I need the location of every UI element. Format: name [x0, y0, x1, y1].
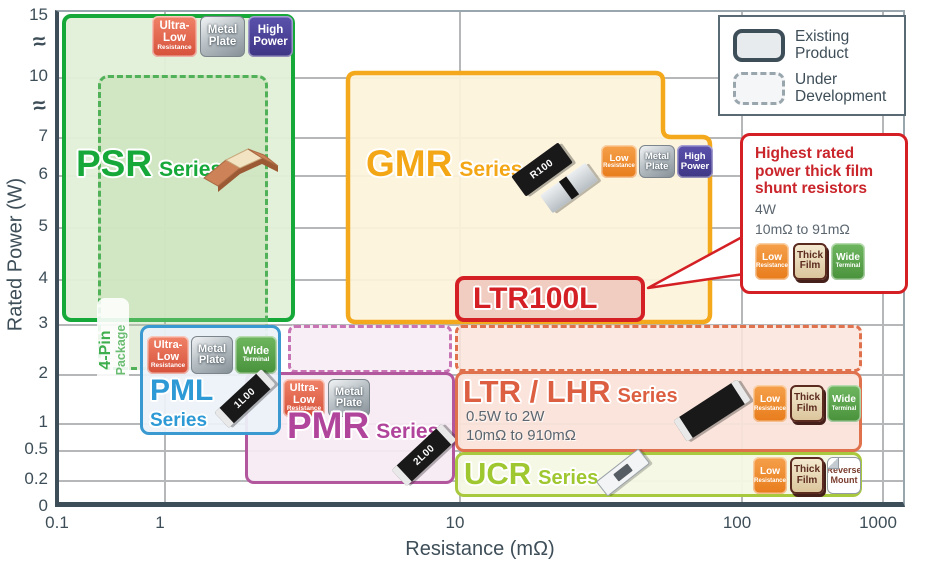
y-tick-6: 6 [38, 164, 48, 183]
psr-badge-row: Ultra- Low Resistance Metal Plate High P… [152, 16, 293, 57]
low-resistance-badge: Low Resistance [753, 385, 787, 422]
ucr-badge-row: Low Resistance Thick Film Reverse Mount [753, 457, 861, 494]
pml-name: PML [150, 374, 214, 407]
high-power-badge: High Power [677, 145, 713, 178]
ltr-lhr-suffix: Series [617, 385, 678, 407]
pmr-under-development-region [288, 325, 452, 373]
ltr-lhr-series-title: LTR / LHR Series [463, 374, 678, 410]
low-resistance-badge: Low Resistance [753, 457, 787, 494]
thick-film-badge: Thick Film [790, 457, 824, 494]
pml-suffix: Series [150, 409, 208, 431]
y-tick-0: 0 [38, 496, 48, 515]
wide-terminal-badge: Wide Terminal [831, 242, 865, 280]
metal-plate-badge: Metal Plate [328, 379, 370, 417]
callout-range: 10mΩ to 91mΩ [755, 220, 850, 237]
four-pin-package-label: 4-Pin Package [88, 298, 138, 402]
wide-terminal-badge: Wide Terminal [235, 336, 277, 374]
y-tick-0_2: 0.2 [24, 469, 48, 488]
x-tick-1000: 1000 [859, 513, 897, 532]
ucr-series-title: UCR Series [464, 456, 598, 492]
gmr-chip-label: R100 [528, 157, 556, 182]
y-tick-0_5: 0.5 [24, 439, 48, 458]
gmr-badge-row: Low Resistance Metal Plate High Power [601, 145, 713, 178]
y-axis-break-icon: ≈ [31, 91, 48, 119]
psr-name: PSR [76, 143, 153, 184]
pml-series-title: PML Series [150, 374, 214, 431]
metal-plate-badge: Metal Plate [191, 336, 233, 374]
x-tick-100: 100 [722, 513, 752, 532]
low-resistance-badge: Low Resistance [601, 145, 637, 178]
page-fold-icon [828, 458, 839, 469]
existing-product-swatch [733, 28, 785, 62]
ucr-suffix: Series [538, 467, 599, 489]
ucr-name: UCR [464, 456, 532, 491]
pmr-name: PMR [287, 405, 370, 446]
legend-item-existing: Existing Product [733, 28, 899, 63]
ltr-lhr-resistance-range: 10mΩ to 910mΩ [466, 427, 576, 444]
y-tick-4: 4 [38, 268, 48, 287]
reverse-mount-badge: Reverse Mount [827, 457, 861, 494]
x-axis-label: Resistance (mΩ) [405, 538, 555, 560]
gridline-h [59, 324, 903, 326]
callout-power: 4W [755, 200, 776, 217]
gmr-suffix: Series [459, 158, 523, 181]
metal-plate-badge: Metal Plate [639, 145, 675, 178]
low-resistance-badge: Low Resistance [755, 242, 789, 280]
ltr-lhr-power-range: 0.5W to 2W [466, 408, 545, 425]
psr-suffix: Series [159, 158, 223, 181]
ltr-lhr-name: LTR / LHR [463, 374, 611, 409]
gmr-name: GMR [366, 143, 453, 184]
x-tick-1: 1 [155, 513, 165, 532]
ltr100l-highlight: LTR100L [455, 276, 645, 322]
thick-film-badge: Thick Film [793, 242, 827, 280]
metal-plate-badge: Metal Plate [200, 16, 245, 57]
pmr-badge-row: Ultra- Low Resistance Metal Plate [283, 379, 370, 417]
pmr-suffix: Series [376, 420, 440, 443]
ultra-low-resistance-badge: Ultra- Low Resistance [147, 336, 189, 374]
legend: Existing Product Under Development [718, 15, 906, 116]
pml-badge-row: Ultra- Low Resistance Metal Plate Wide T… [147, 336, 277, 374]
y-axis-break-icon: ≈ [31, 27, 48, 55]
x-tick-10: 10 [445, 513, 465, 532]
psr-series-title: PSR Series [76, 143, 222, 185]
y-tick-3: 3 [38, 313, 48, 332]
y-axis-label: Rated Power (W) [4, 177, 27, 332]
ltr100l-label: LTR100L [473, 282, 598, 315]
y-tick-5: 5 [38, 216, 48, 235]
under-development-swatch [733, 71, 785, 105]
ultra-low-resistance-badge: Ultra- Low Resistance [283, 379, 325, 417]
ltr100l-callout: Highest rated power thick film shunt res… [740, 133, 908, 294]
pmr-series-title: PMR Series [287, 405, 439, 447]
thick-film-badge: Thick Film [790, 385, 824, 422]
ltr-lhr-badge-row: Low Resistance Thick Film Wide Terminal [753, 385, 861, 422]
under-development-label: Under Development [795, 71, 887, 106]
y-tick-2: 2 [38, 363, 48, 382]
existing-product-label: Existing Product [795, 28, 850, 63]
callout-badge-row: Low Resistance Thick Film Wide Terminal [755, 242, 895, 280]
ultra-low-resistance-badge: Ultra- Low Resistance [152, 16, 197, 57]
ltr-lhr-under-development-region [455, 325, 862, 372]
x-tick-0_1: 0.1 [45, 513, 69, 532]
y-tick-7: 7 [38, 126, 48, 145]
legend-item-under-development: Under Development [733, 71, 899, 106]
gmr-series-title: GMR Series [366, 143, 522, 185]
y-tick-15: 15 [29, 5, 48, 24]
wide-terminal-badge: Wide Terminal [827, 385, 861, 422]
callout-title: Highest rated power thick film shunt res… [755, 145, 873, 198]
high-power-badge: High Power [248, 16, 293, 57]
y-tick-10: 10 [29, 66, 48, 85]
y-tick-1: 1 [38, 412, 48, 431]
